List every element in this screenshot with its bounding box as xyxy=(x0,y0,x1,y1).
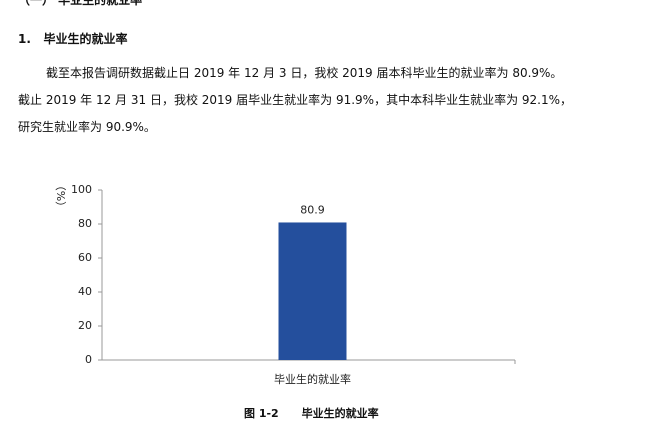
x-tick-label: 毕业生的就业率 xyxy=(274,372,351,386)
bar xyxy=(278,222,347,360)
y-tick-label: 40 xyxy=(78,285,92,298)
subsection-heading: 1. 毕业生的就业率 xyxy=(18,32,128,46)
data-label: 80.9 xyxy=(300,203,325,216)
y-tick-label: 20 xyxy=(78,319,92,332)
section-heading: （一） 毕业生的就业率 xyxy=(18,0,143,7)
y-tick-label: 80 xyxy=(78,217,92,230)
paragraph-line: 截至本报告调研数据截止日 2019 年 12 月 3 日，我校 2019 届本科… xyxy=(46,66,563,80)
y-tick-label: 0 xyxy=(85,353,92,366)
figure-caption: 图 1-2 毕业生的就业率 xyxy=(244,407,379,420)
paragraph-line: 研究生就业率为 90.9%。 xyxy=(18,120,156,134)
y-axis-label: （%） xyxy=(54,180,67,212)
y-tick-label: 60 xyxy=(78,251,92,264)
paragraph-line: 截止 2019 年 12 月 31 日，我校 2019 届毕业生就业率为 91.… xyxy=(18,93,573,107)
y-tick-label: 100 xyxy=(71,183,92,196)
